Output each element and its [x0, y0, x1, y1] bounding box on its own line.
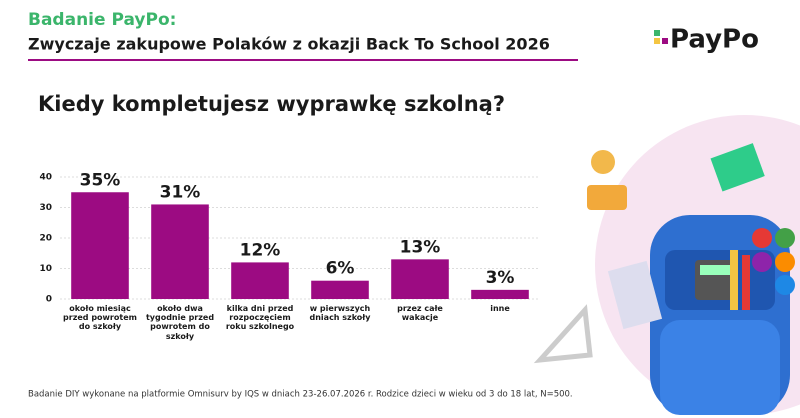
bar: [391, 259, 449, 299]
y-tick-label: 30: [39, 203, 52, 213]
x-tick-label: inne: [490, 304, 510, 313]
y-tick-label: 20: [39, 234, 52, 244]
y-tick-label: 10: [39, 264, 52, 274]
value-label: 13%: [400, 237, 441, 257]
x-tick-label: przez całe wakacje: [397, 304, 443, 323]
chart-title: Kiedy kompletujesz wyprawkę szkolną?: [38, 92, 505, 116]
x-tick-label-box: w pierwszych dniach szkoły: [309, 304, 371, 323]
x-tick-label-box: inne: [490, 304, 510, 313]
logo-text: PayPo: [670, 25, 759, 55]
bar: [151, 204, 209, 299]
x-tick-label-box: około dwa tygodnie przed powrotem do szk…: [145, 304, 215, 341]
bar: [311, 280, 369, 299]
header-title: Badanie PayPo:: [28, 10, 176, 30]
value-label: 35%: [80, 170, 121, 190]
x-tick-label-box: przez całe wakacje: [397, 304, 443, 323]
y-tick-label: 40: [39, 173, 52, 183]
bar: [231, 262, 289, 299]
x-tick-label: około dwa tygodnie przed powrotem do szk…: [145, 304, 215, 341]
logo: [654, 30, 668, 44]
backpack-illustration: [533, 143, 795, 415]
value-label: 12%: [240, 240, 281, 260]
x-tick-label-box: kilka dni przed rozpoczęciem roku szkoln…: [225, 304, 295, 332]
x-tick-label: w pierwszych dniach szkoły: [309, 304, 371, 323]
value-label: 31%: [160, 182, 201, 202]
x-tick-label: około miesiąc przed powrotem do szkoły: [63, 304, 137, 332]
header-subtitle: Zwyczaje zakupowe Polaków z okazji Back …: [28, 35, 550, 54]
value-label: 6%: [326, 259, 355, 279]
x-tick-label: kilka dni przed rozpoczęciem roku szkoln…: [225, 304, 295, 332]
y-tick-label: 0: [46, 295, 52, 305]
x-tick-label-box: około miesiąc przed powrotem do szkoły: [63, 304, 137, 332]
bar: [71, 192, 129, 299]
bar: [471, 289, 529, 299]
value-label: 3%: [486, 268, 515, 288]
footnote: Badanie DIY wykonane na platformie Omnis…: [28, 390, 573, 400]
